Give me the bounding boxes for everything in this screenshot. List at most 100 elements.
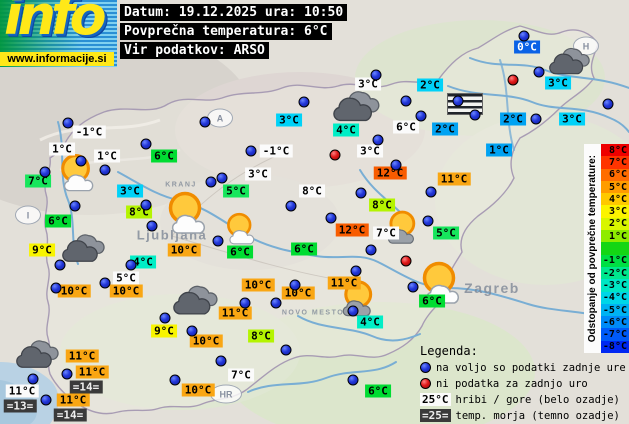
station-dot-blue-icon xyxy=(325,212,337,224)
station-temp-label: 11°C xyxy=(65,349,99,363)
station-dot-blue-icon xyxy=(199,116,211,128)
logo-url-link[interactable]: www.informacije.si xyxy=(0,52,114,66)
city-label: KRANJ xyxy=(165,181,197,189)
site-logo[interactable]: info www.informacije.si xyxy=(0,0,117,67)
deviation-scale-row: 2°C xyxy=(601,217,629,231)
station-temp-label: 4°C xyxy=(357,315,383,329)
deviation-scale-row: -5°C xyxy=(601,303,629,317)
station-dot-blue-icon xyxy=(530,113,542,125)
station-temp-label: 12°C xyxy=(335,223,369,237)
station-temp-label: 12°C xyxy=(373,166,407,180)
station-dot-blue-icon xyxy=(400,95,412,107)
deviation-scale-row: -2°C xyxy=(601,266,629,280)
station-temp-label: 11°C xyxy=(327,276,361,290)
deviation-scale-row: 3°C xyxy=(601,205,629,218)
station-temp-label: 2°C xyxy=(500,112,526,126)
station-temp-label: 4°C xyxy=(130,255,156,269)
station-dot-blue-icon xyxy=(602,98,614,110)
station-temp-label: -1°C xyxy=(72,125,106,139)
country-marker-hr: HR xyxy=(210,384,242,404)
station-dot-blue-icon xyxy=(75,155,87,167)
legend-item-label: hribi / gore (belo ozadje) xyxy=(455,393,620,406)
station-temp-label: 7°C xyxy=(373,226,399,240)
deviation-scale-row: -6°C xyxy=(601,316,629,329)
station-dot-blue-icon xyxy=(390,159,402,171)
station-dot-blue-icon xyxy=(533,66,545,78)
dot-red-icon xyxy=(420,378,431,389)
station-dot-blue-icon xyxy=(372,134,384,146)
station-dot-blue-icon xyxy=(239,297,251,309)
station-dot-blue-icon xyxy=(425,186,437,198)
legend-item: =25= temp. morja (temno ozadje) xyxy=(420,409,626,422)
legend-item-label: na voljo so podatki zadnje ure xyxy=(436,361,626,374)
legend-item: ni podatka za zadnjo uro xyxy=(420,377,626,390)
station-dot-blue-icon xyxy=(347,305,359,317)
station-dot-blue-icon xyxy=(280,344,292,356)
station-dot-blue-icon xyxy=(205,176,217,188)
legend-item: na voljo so podatki zadnje ure xyxy=(420,361,626,374)
station-temp-label: 6°C xyxy=(151,149,177,163)
station-dot-blue-icon xyxy=(365,244,377,256)
dark-cloud-icon xyxy=(15,336,61,372)
station-dot-blue-icon xyxy=(186,325,198,337)
legend-item-label: ni podatka za zadnjo uro xyxy=(436,377,588,390)
country-marker-a: A xyxy=(207,108,233,128)
deviation-scale-title: Odstopanje od povprečne temperature: xyxy=(584,144,601,353)
station-dot-blue-icon xyxy=(216,172,228,184)
station-temp-label: 8°C xyxy=(369,198,395,212)
station-dot-blue-icon xyxy=(140,199,152,211)
station-dot-blue-icon xyxy=(355,187,367,199)
header-avg-temp-line: Povprečna temperatura: 6°C xyxy=(120,23,332,40)
deviation-scale-row: 1°C xyxy=(601,230,629,243)
station-temp-label: 6°C xyxy=(291,242,317,256)
station-temp-label: 3°C xyxy=(355,77,381,91)
station-dot-blue-icon xyxy=(61,368,73,380)
deviation-scale-row: -4°C xyxy=(601,291,629,304)
station-dot-blue-icon xyxy=(39,166,51,178)
legend-item-label: temp. morja (temno ozadje) xyxy=(455,409,620,422)
legend-item: 25°C hribi / gore (belo ozadje) xyxy=(420,393,626,406)
station-temp-label: 10°C xyxy=(109,284,143,298)
station-dot-blue-icon xyxy=(40,394,52,406)
station-temp-label: 10°C xyxy=(57,284,91,298)
deviation-scale-row xyxy=(601,242,629,255)
station-dot-blue-icon xyxy=(140,138,152,150)
legend-items: na voljo so podatki zadnje ure ni podatka… xyxy=(420,361,626,422)
station-temp-label: 6°C xyxy=(365,384,391,398)
station-temp-label: 2°C xyxy=(432,122,458,136)
station-dot-blue-icon xyxy=(298,96,310,108)
station-temp-label: 3°C xyxy=(276,113,302,127)
station-temp-label: 1°C xyxy=(94,149,120,163)
station-temp-label: 10°C xyxy=(181,383,215,397)
station-temp-label: 10°C xyxy=(189,334,223,348)
station-temp-label: 3°C xyxy=(559,112,585,126)
station-dot-red-icon xyxy=(400,255,412,267)
city-label: NOVO MESTO xyxy=(281,309,345,317)
deviation-scale-row: 6°C xyxy=(601,168,629,181)
deviation-scale-row: 8°C xyxy=(601,144,629,157)
station-temp-label: 0°C xyxy=(514,40,540,54)
deviation-scale-row: -8°C xyxy=(601,340,629,354)
dark-cloud-icon xyxy=(172,282,220,319)
deviation-scale-row: -3°C xyxy=(601,279,629,292)
station-dot-blue-icon xyxy=(370,69,382,81)
deviation-scale-row: 5°C xyxy=(601,180,629,194)
deviation-scale: Odstopanje od povprečne temperature: 8°C… xyxy=(584,144,629,354)
city-label: Zagreb xyxy=(464,280,520,296)
station-dot-blue-icon xyxy=(347,374,359,386)
station-temp-label: =14= xyxy=(69,380,103,394)
station-temp-label: 11°C xyxy=(5,384,39,398)
station-dot-blue-icon xyxy=(159,312,171,324)
station-temp-label: =14= xyxy=(53,408,87,422)
station-temp-label: 3°C xyxy=(117,184,143,198)
logo-brand: info xyxy=(4,0,107,47)
sun-cloud-icon xyxy=(222,212,264,245)
station-temp-label: 1°C xyxy=(49,142,75,156)
station-temp-label: -1°C xyxy=(259,144,293,158)
station-dot-blue-icon xyxy=(69,200,81,212)
station-dot-blue-icon xyxy=(518,30,530,42)
station-temp-label: 11°C xyxy=(218,306,252,320)
station-temp-label: 6°C xyxy=(227,245,253,259)
